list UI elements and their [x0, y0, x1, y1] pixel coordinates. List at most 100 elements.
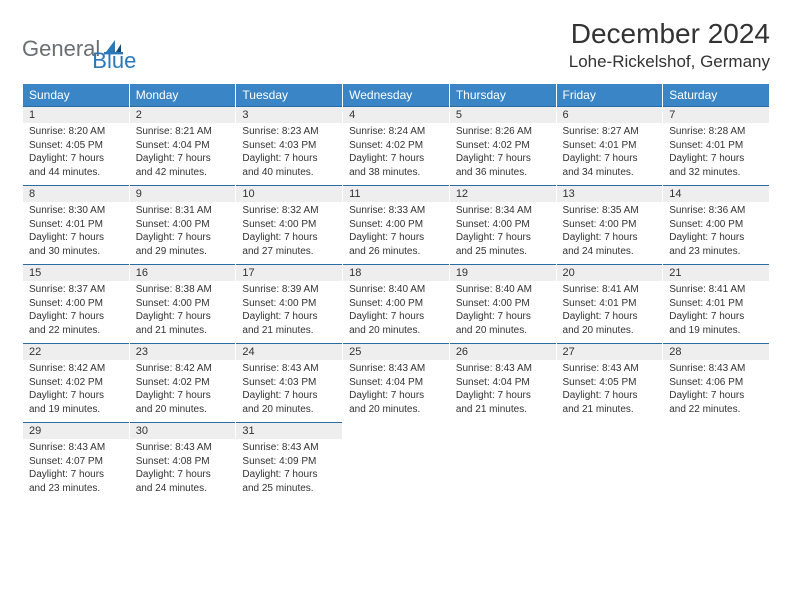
sunset-text: Sunset: 4:01 PM: [563, 297, 657, 311]
sunrise-text: Sunrise: 8:42 AM: [136, 362, 230, 376]
calendar-day-cell: 17Sunrise: 8:39 AMSunset: 4:00 PMDayligh…: [236, 264, 342, 343]
calendar-week-row: 8Sunrise: 8:30 AMSunset: 4:01 PMDaylight…: [23, 185, 769, 264]
sunset-text: Sunset: 4:07 PM: [29, 455, 123, 469]
sunset-text: Sunset: 4:00 PM: [563, 218, 657, 232]
day-number: [343, 422, 449, 439]
dow-sunday: Sunday: [23, 84, 129, 106]
sunrise-text: Sunrise: 8:33 AM: [349, 204, 443, 218]
day-number: 2: [130, 106, 236, 123]
day-body: Sunrise: 8:43 AMSunset: 4:05 PMDaylight:…: [557, 360, 663, 422]
sunrise-text: Sunrise: 8:42 AM: [29, 362, 123, 376]
calendar-day-cell: 23Sunrise: 8:42 AMSunset: 4:02 PMDayligh…: [130, 343, 236, 422]
sunset-text: Sunset: 4:02 PM: [349, 139, 443, 153]
daylight-text: Daylight: 7 hours and 20 minutes.: [242, 389, 336, 416]
sunrise-text: Sunrise: 8:41 AM: [563, 283, 657, 297]
daylight-text: Daylight: 7 hours and 21 minutes.: [242, 310, 336, 337]
calendar-day-cell: 4Sunrise: 8:24 AMSunset: 4:02 PMDaylight…: [343, 106, 449, 185]
day-body: Sunrise: 8:31 AMSunset: 4:00 PMDaylight:…: [130, 202, 236, 264]
day-body: Sunrise: 8:40 AMSunset: 4:00 PMDaylight:…: [450, 281, 556, 343]
day-number: 22: [23, 343, 129, 360]
sunset-text: Sunset: 4:04 PM: [349, 376, 443, 390]
sunset-text: Sunset: 4:01 PM: [669, 139, 763, 153]
sunrise-text: Sunrise: 8:43 AM: [29, 441, 123, 455]
daylight-text: Daylight: 7 hours and 40 minutes.: [242, 152, 336, 179]
day-body: Sunrise: 8:32 AMSunset: 4:00 PMDaylight:…: [236, 202, 342, 264]
day-number: 16: [130, 264, 236, 281]
calendar-day-cell: 5Sunrise: 8:26 AMSunset: 4:02 PMDaylight…: [450, 106, 556, 185]
day-body: Sunrise: 8:43 AMSunset: 4:03 PMDaylight:…: [236, 360, 342, 422]
calendar-day-cell: 12Sunrise: 8:34 AMSunset: 4:00 PMDayligh…: [450, 185, 556, 264]
day-body: Sunrise: 8:38 AMSunset: 4:00 PMDaylight:…: [130, 281, 236, 343]
daylight-text: Daylight: 7 hours and 20 minutes.: [349, 389, 443, 416]
day-body: Sunrise: 8:39 AMSunset: 4:00 PMDaylight:…: [236, 281, 342, 343]
sunrise-text: Sunrise: 8:35 AM: [563, 204, 657, 218]
day-body: Sunrise: 8:41 AMSunset: 4:01 PMDaylight:…: [557, 281, 663, 343]
calendar-day-cell: 28Sunrise: 8:43 AMSunset: 4:06 PMDayligh…: [663, 343, 769, 422]
day-body: Sunrise: 8:21 AMSunset: 4:04 PMDaylight:…: [130, 123, 236, 185]
day-body: [450, 439, 556, 495]
dow-friday: Friday: [557, 84, 663, 106]
daylight-text: Daylight: 7 hours and 25 minutes.: [456, 231, 550, 258]
sunset-text: Sunset: 4:00 PM: [349, 297, 443, 311]
header: General Blue December 2024 Lohe-Rickelsh…: [22, 18, 770, 74]
sunset-text: Sunset: 4:04 PM: [136, 139, 230, 153]
day-body: Sunrise: 8:42 AMSunset: 4:02 PMDaylight:…: [23, 360, 129, 422]
day-body: [663, 439, 769, 495]
sunset-text: Sunset: 4:00 PM: [456, 218, 550, 232]
day-body: Sunrise: 8:43 AMSunset: 4:04 PMDaylight:…: [343, 360, 449, 422]
brand-general: General: [22, 36, 100, 62]
brand-logo: General Blue: [22, 24, 136, 74]
day-of-week-row: Sunday Monday Tuesday Wednesday Thursday…: [23, 84, 769, 106]
calendar-day-cell: 6Sunrise: 8:27 AMSunset: 4:01 PMDaylight…: [557, 106, 663, 185]
calendar-day-cell: 25Sunrise: 8:43 AMSunset: 4:04 PMDayligh…: [343, 343, 449, 422]
day-number: 31: [236, 422, 342, 439]
sunrise-text: Sunrise: 8:43 AM: [242, 441, 336, 455]
daylight-text: Daylight: 7 hours and 26 minutes.: [349, 231, 443, 258]
daylight-text: Daylight: 7 hours and 22 minutes.: [669, 389, 763, 416]
daylight-text: Daylight: 7 hours and 20 minutes.: [563, 310, 657, 337]
daylight-text: Daylight: 7 hours and 21 minutes.: [456, 389, 550, 416]
sunrise-text: Sunrise: 8:43 AM: [563, 362, 657, 376]
sunset-text: Sunset: 4:02 PM: [136, 376, 230, 390]
sunset-text: Sunset: 4:00 PM: [242, 218, 336, 232]
day-body: [557, 439, 663, 495]
daylight-text: Daylight: 7 hours and 44 minutes.: [29, 152, 123, 179]
day-number: 28: [663, 343, 769, 360]
day-body: Sunrise: 8:34 AMSunset: 4:00 PMDaylight:…: [450, 202, 556, 264]
sunrise-text: Sunrise: 8:28 AM: [669, 125, 763, 139]
sunset-text: Sunset: 4:05 PM: [29, 139, 123, 153]
daylight-text: Daylight: 7 hours and 20 minutes.: [456, 310, 550, 337]
calendar-day-cell: 1Sunrise: 8:20 AMSunset: 4:05 PMDaylight…: [23, 106, 129, 185]
calendar-day-cell: 26Sunrise: 8:43 AMSunset: 4:04 PMDayligh…: [450, 343, 556, 422]
daylight-text: Daylight: 7 hours and 23 minutes.: [669, 231, 763, 258]
sunset-text: Sunset: 4:00 PM: [136, 218, 230, 232]
day-body: Sunrise: 8:33 AMSunset: 4:00 PMDaylight:…: [343, 202, 449, 264]
calendar-day-cell: 14Sunrise: 8:36 AMSunset: 4:00 PMDayligh…: [663, 185, 769, 264]
calendar-day-cell: 16Sunrise: 8:38 AMSunset: 4:00 PMDayligh…: [130, 264, 236, 343]
location-text: Lohe-Rickelshof, Germany: [569, 52, 770, 72]
sunrise-text: Sunrise: 8:39 AM: [242, 283, 336, 297]
day-number: [557, 422, 663, 439]
sunrise-text: Sunrise: 8:32 AM: [242, 204, 336, 218]
daylight-text: Daylight: 7 hours and 32 minutes.: [669, 152, 763, 179]
daylight-text: Daylight: 7 hours and 36 minutes.: [456, 152, 550, 179]
day-body: Sunrise: 8:27 AMSunset: 4:01 PMDaylight:…: [557, 123, 663, 185]
day-body: Sunrise: 8:43 AMSunset: 4:07 PMDaylight:…: [23, 439, 129, 501]
sunset-text: Sunset: 4:04 PM: [456, 376, 550, 390]
sunset-text: Sunset: 4:00 PM: [456, 297, 550, 311]
day-number: 11: [343, 185, 449, 202]
daylight-text: Daylight: 7 hours and 21 minutes.: [136, 310, 230, 337]
calendar-day-cell: [343, 422, 449, 501]
daylight-text: Daylight: 7 hours and 19 minutes.: [669, 310, 763, 337]
daylight-text: Daylight: 7 hours and 22 minutes.: [29, 310, 123, 337]
dow-wednesday: Wednesday: [343, 84, 449, 106]
sunrise-text: Sunrise: 8:36 AM: [669, 204, 763, 218]
day-number: 3: [236, 106, 342, 123]
sunrise-text: Sunrise: 8:31 AM: [136, 204, 230, 218]
day-number: 7: [663, 106, 769, 123]
daylight-text: Daylight: 7 hours and 24 minutes.: [136, 468, 230, 495]
dow-monday: Monday: [130, 84, 236, 106]
sunrise-text: Sunrise: 8:40 AM: [456, 283, 550, 297]
day-number: 24: [236, 343, 342, 360]
daylight-text: Daylight: 7 hours and 24 minutes.: [563, 231, 657, 258]
